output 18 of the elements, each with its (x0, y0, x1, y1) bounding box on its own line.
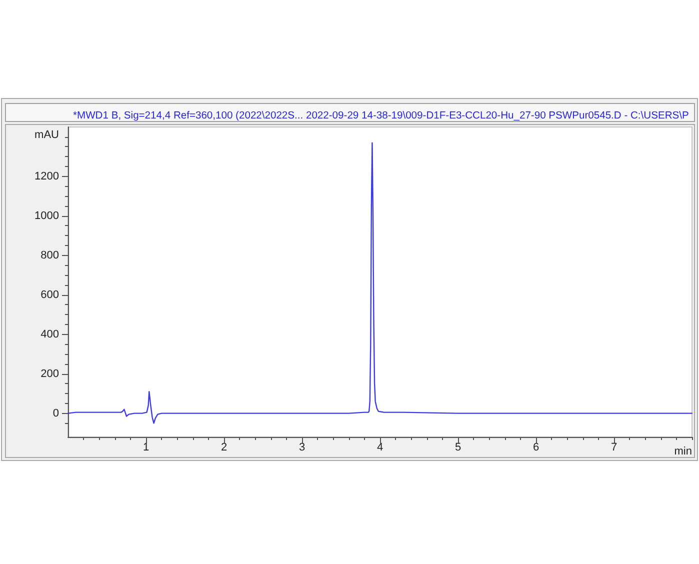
x-tick-label: 7 (610, 442, 618, 454)
x-tick-label: 2 (220, 442, 228, 454)
x-tick-label: 6 (532, 442, 540, 454)
line-series (67, 142, 693, 424)
y-tick-label: 600 (40, 288, 59, 301)
y-tick-label: 1000 (34, 210, 59, 222)
y-tick-label: 800 (40, 249, 59, 262)
x-axis-title: min (674, 446, 692, 458)
x-tick-label: 4 (376, 442, 384, 454)
x-tick-label: 3 (298, 442, 306, 454)
x-tick-label: 5 (454, 442, 462, 454)
y-axis-title: mAU (34, 129, 60, 141)
x-tick-label: 1 (142, 442, 150, 454)
y-tick-label: 400 (40, 328, 59, 340)
y-tick-label: 200 (40, 368, 59, 380)
chart-title: *MWD1 B, Sig=214,4 Ref=360,100 (2022\2022S... 2022-09-29 14-38-19\009-D1F-E3-CCL20-Hu_27-90 PSWPur0545.D - C:\USERS\P (73, 110, 689, 122)
y-tick-label: 1200 (34, 170, 59, 182)
y-tick-label: 0 (52, 407, 59, 420)
